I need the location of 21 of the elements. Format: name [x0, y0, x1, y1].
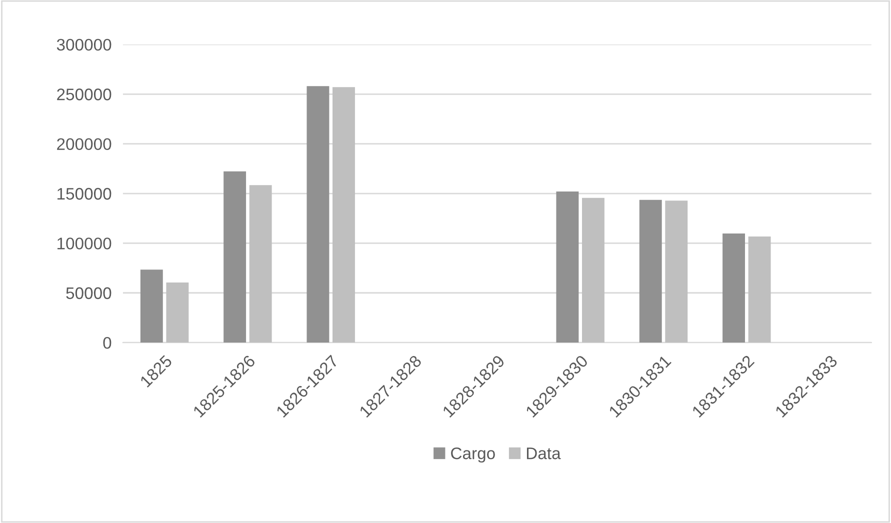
- bar: [722, 234, 745, 343]
- y-tick-label: 0: [103, 336, 112, 349]
- bar: [224, 171, 246, 343]
- bar: [665, 200, 688, 343]
- bar: [140, 270, 163, 343]
- bar: [306, 86, 330, 343]
- y-tick-label: 150000: [58, 188, 112, 200]
- y-tick-label: 200000: [57, 138, 112, 150]
- bar: [556, 192, 579, 343]
- bar: [249, 185, 272, 343]
- bar: [639, 200, 662, 343]
- legend-label: Cargo: [451, 447, 495, 463]
- y-tick-label: 300000: [56, 38, 112, 51]
- legend-label: Data: [526, 448, 561, 460]
- bar: [748, 236, 771, 343]
- bar: [166, 282, 189, 343]
- bar: [582, 198, 604, 343]
- y-tick-label: 250000: [57, 88, 112, 100]
- y-tick-label: 100000: [58, 238, 112, 250]
- y-tick-label: 50000: [66, 287, 112, 300]
- bar: [332, 87, 355, 343]
